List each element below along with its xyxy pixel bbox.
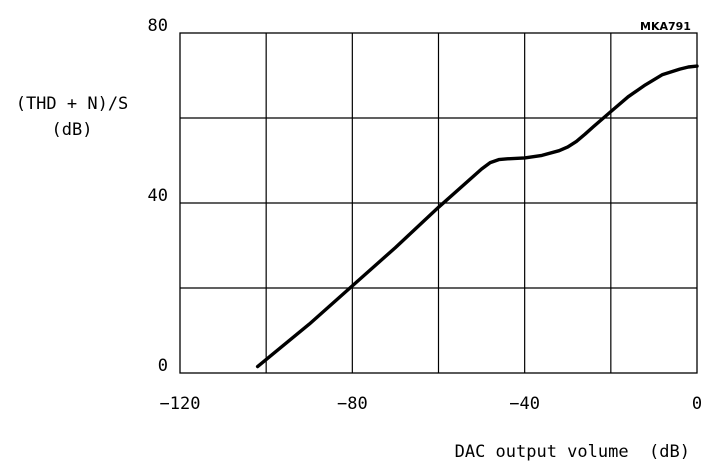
y-axis-label-line2: (dB) xyxy=(52,120,93,140)
series-line xyxy=(255,64,699,369)
y-axis-label-line1: (THD + N)/S xyxy=(16,94,129,114)
x-tick-label: −40 xyxy=(509,394,540,414)
x-tick-label: −80 xyxy=(337,394,368,414)
figure-id: MKA791 xyxy=(640,20,691,33)
y-tick-labels: 0 40 80 xyxy=(148,16,168,376)
y-tick-label: 40 xyxy=(148,186,168,206)
y-tick-label: 80 xyxy=(148,16,168,36)
x-axis-label: DAC output volume (dB) xyxy=(455,442,690,462)
plot-frame xyxy=(179,32,698,374)
x-tick-labels: −120 −80 −40 0 xyxy=(160,394,703,414)
x-tick-label: 0 xyxy=(692,394,702,414)
grid-lines xyxy=(180,33,697,373)
x-tick-label: −120 xyxy=(160,394,201,414)
y-tick-label: 0 xyxy=(158,356,168,376)
